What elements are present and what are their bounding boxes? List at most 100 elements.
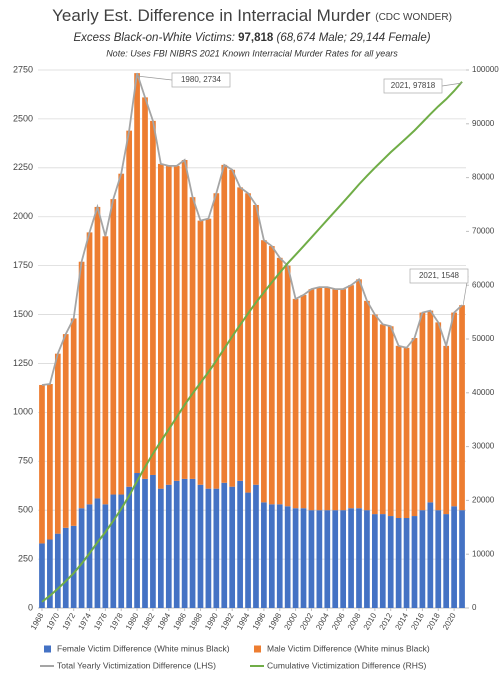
bar xyxy=(316,510,323,608)
bar xyxy=(356,279,362,509)
annotation: 1980, 2734 xyxy=(181,75,222,84)
bar xyxy=(364,510,370,608)
bar xyxy=(356,508,362,608)
bar xyxy=(229,169,236,487)
bar xyxy=(292,508,299,608)
bar xyxy=(110,199,117,495)
bar xyxy=(340,289,347,511)
annotation-box xyxy=(409,268,469,284)
bar xyxy=(70,525,77,608)
bar xyxy=(324,510,331,608)
bar xyxy=(102,236,109,505)
bar xyxy=(276,257,283,505)
bar xyxy=(205,218,212,489)
bar xyxy=(268,246,275,505)
title-main: Yearly Est. Difference in Interracial Mu… xyxy=(52,6,371,25)
bar xyxy=(47,539,53,608)
y2-tick-label: 20000 xyxy=(472,496,495,505)
bar xyxy=(221,164,228,483)
bar xyxy=(213,488,220,608)
bar xyxy=(284,265,291,507)
annotation: 2021, 1548 xyxy=(419,271,460,280)
bar xyxy=(403,518,410,608)
bar xyxy=(62,334,69,528)
bar xyxy=(142,97,148,479)
bar xyxy=(451,506,457,608)
bar xyxy=(459,510,465,608)
bar xyxy=(39,384,45,544)
bar xyxy=(94,206,101,499)
bar xyxy=(435,322,442,511)
y2-tick-label: 80000 xyxy=(472,173,495,182)
bar xyxy=(332,510,339,608)
y-tick-label: 500 xyxy=(18,505,33,515)
bar xyxy=(181,478,188,608)
bar xyxy=(308,289,315,511)
bar xyxy=(316,287,323,511)
y2-tick-label: 10000 xyxy=(472,549,495,558)
subtitle-prefix: Excess Black-on-White Victims: xyxy=(73,32,234,44)
y-tick-label: 2750 xyxy=(13,64,33,74)
y-tick-label: 1000 xyxy=(13,407,33,417)
title-source: (CDC WONDER) xyxy=(375,12,452,23)
bar xyxy=(70,318,77,526)
y-tick-label: 1750 xyxy=(13,260,33,270)
bar xyxy=(229,486,236,608)
y2-tick-label: 100000 xyxy=(472,65,499,74)
bar xyxy=(451,312,457,507)
bar xyxy=(253,204,259,485)
y2-tick-label: 90000 xyxy=(472,119,495,128)
bar xyxy=(427,502,434,608)
annotation-box xyxy=(171,72,231,88)
bar xyxy=(78,508,85,608)
bar xyxy=(197,484,204,608)
bar xyxy=(261,240,267,503)
line-series xyxy=(41,81,463,603)
bar xyxy=(340,510,347,608)
bar xyxy=(348,285,354,509)
bar xyxy=(102,504,109,608)
y-tick-label: 750 xyxy=(18,456,33,466)
line-series xyxy=(41,72,463,386)
bar xyxy=(165,484,172,608)
bar xyxy=(181,159,188,479)
bar xyxy=(39,543,45,608)
bar xyxy=(419,510,426,608)
legend-label: Male Victim Difference (White minus Blac… xyxy=(267,643,430,653)
annotation: 2021, 97818 xyxy=(391,81,436,90)
bar xyxy=(427,310,434,503)
bar xyxy=(47,383,53,540)
subtitle-bold: 97,818 xyxy=(238,32,274,44)
subtitle: Excess Black-on-White Victims: 97,818 (6… xyxy=(73,32,430,44)
subtitle-rest: (68,674 Male; 29,144 Female) xyxy=(277,32,431,44)
bar xyxy=(324,287,331,511)
bar xyxy=(411,338,418,517)
bar xyxy=(189,197,196,479)
annotation-leader xyxy=(441,82,463,87)
y2-tick-label: 0 xyxy=(472,603,477,612)
bar xyxy=(62,527,69,608)
bar xyxy=(221,482,228,608)
bar xyxy=(411,516,418,608)
y2-tick-label: 30000 xyxy=(472,442,495,451)
bar xyxy=(268,504,275,608)
bar xyxy=(308,510,315,608)
bar xyxy=(126,486,133,608)
bar xyxy=(419,312,426,511)
y-tick-label: 0 xyxy=(28,602,33,612)
bar xyxy=(379,324,386,515)
bar xyxy=(213,193,220,489)
bar xyxy=(94,498,101,608)
bar xyxy=(157,488,164,608)
annotation-box xyxy=(383,78,443,94)
legend-label: Female Victim Difference (White minus Bl… xyxy=(57,643,230,653)
y2-tick-label: 70000 xyxy=(472,227,495,236)
bar xyxy=(379,514,386,608)
bar xyxy=(292,298,299,509)
chart-title: Yearly Est. Difference in Interracial Mu… xyxy=(52,6,452,25)
bar xyxy=(165,165,172,485)
bar xyxy=(276,504,283,608)
bar xyxy=(387,516,394,608)
legend-label: Cumulative Victimization Difference (RHS… xyxy=(267,660,427,670)
